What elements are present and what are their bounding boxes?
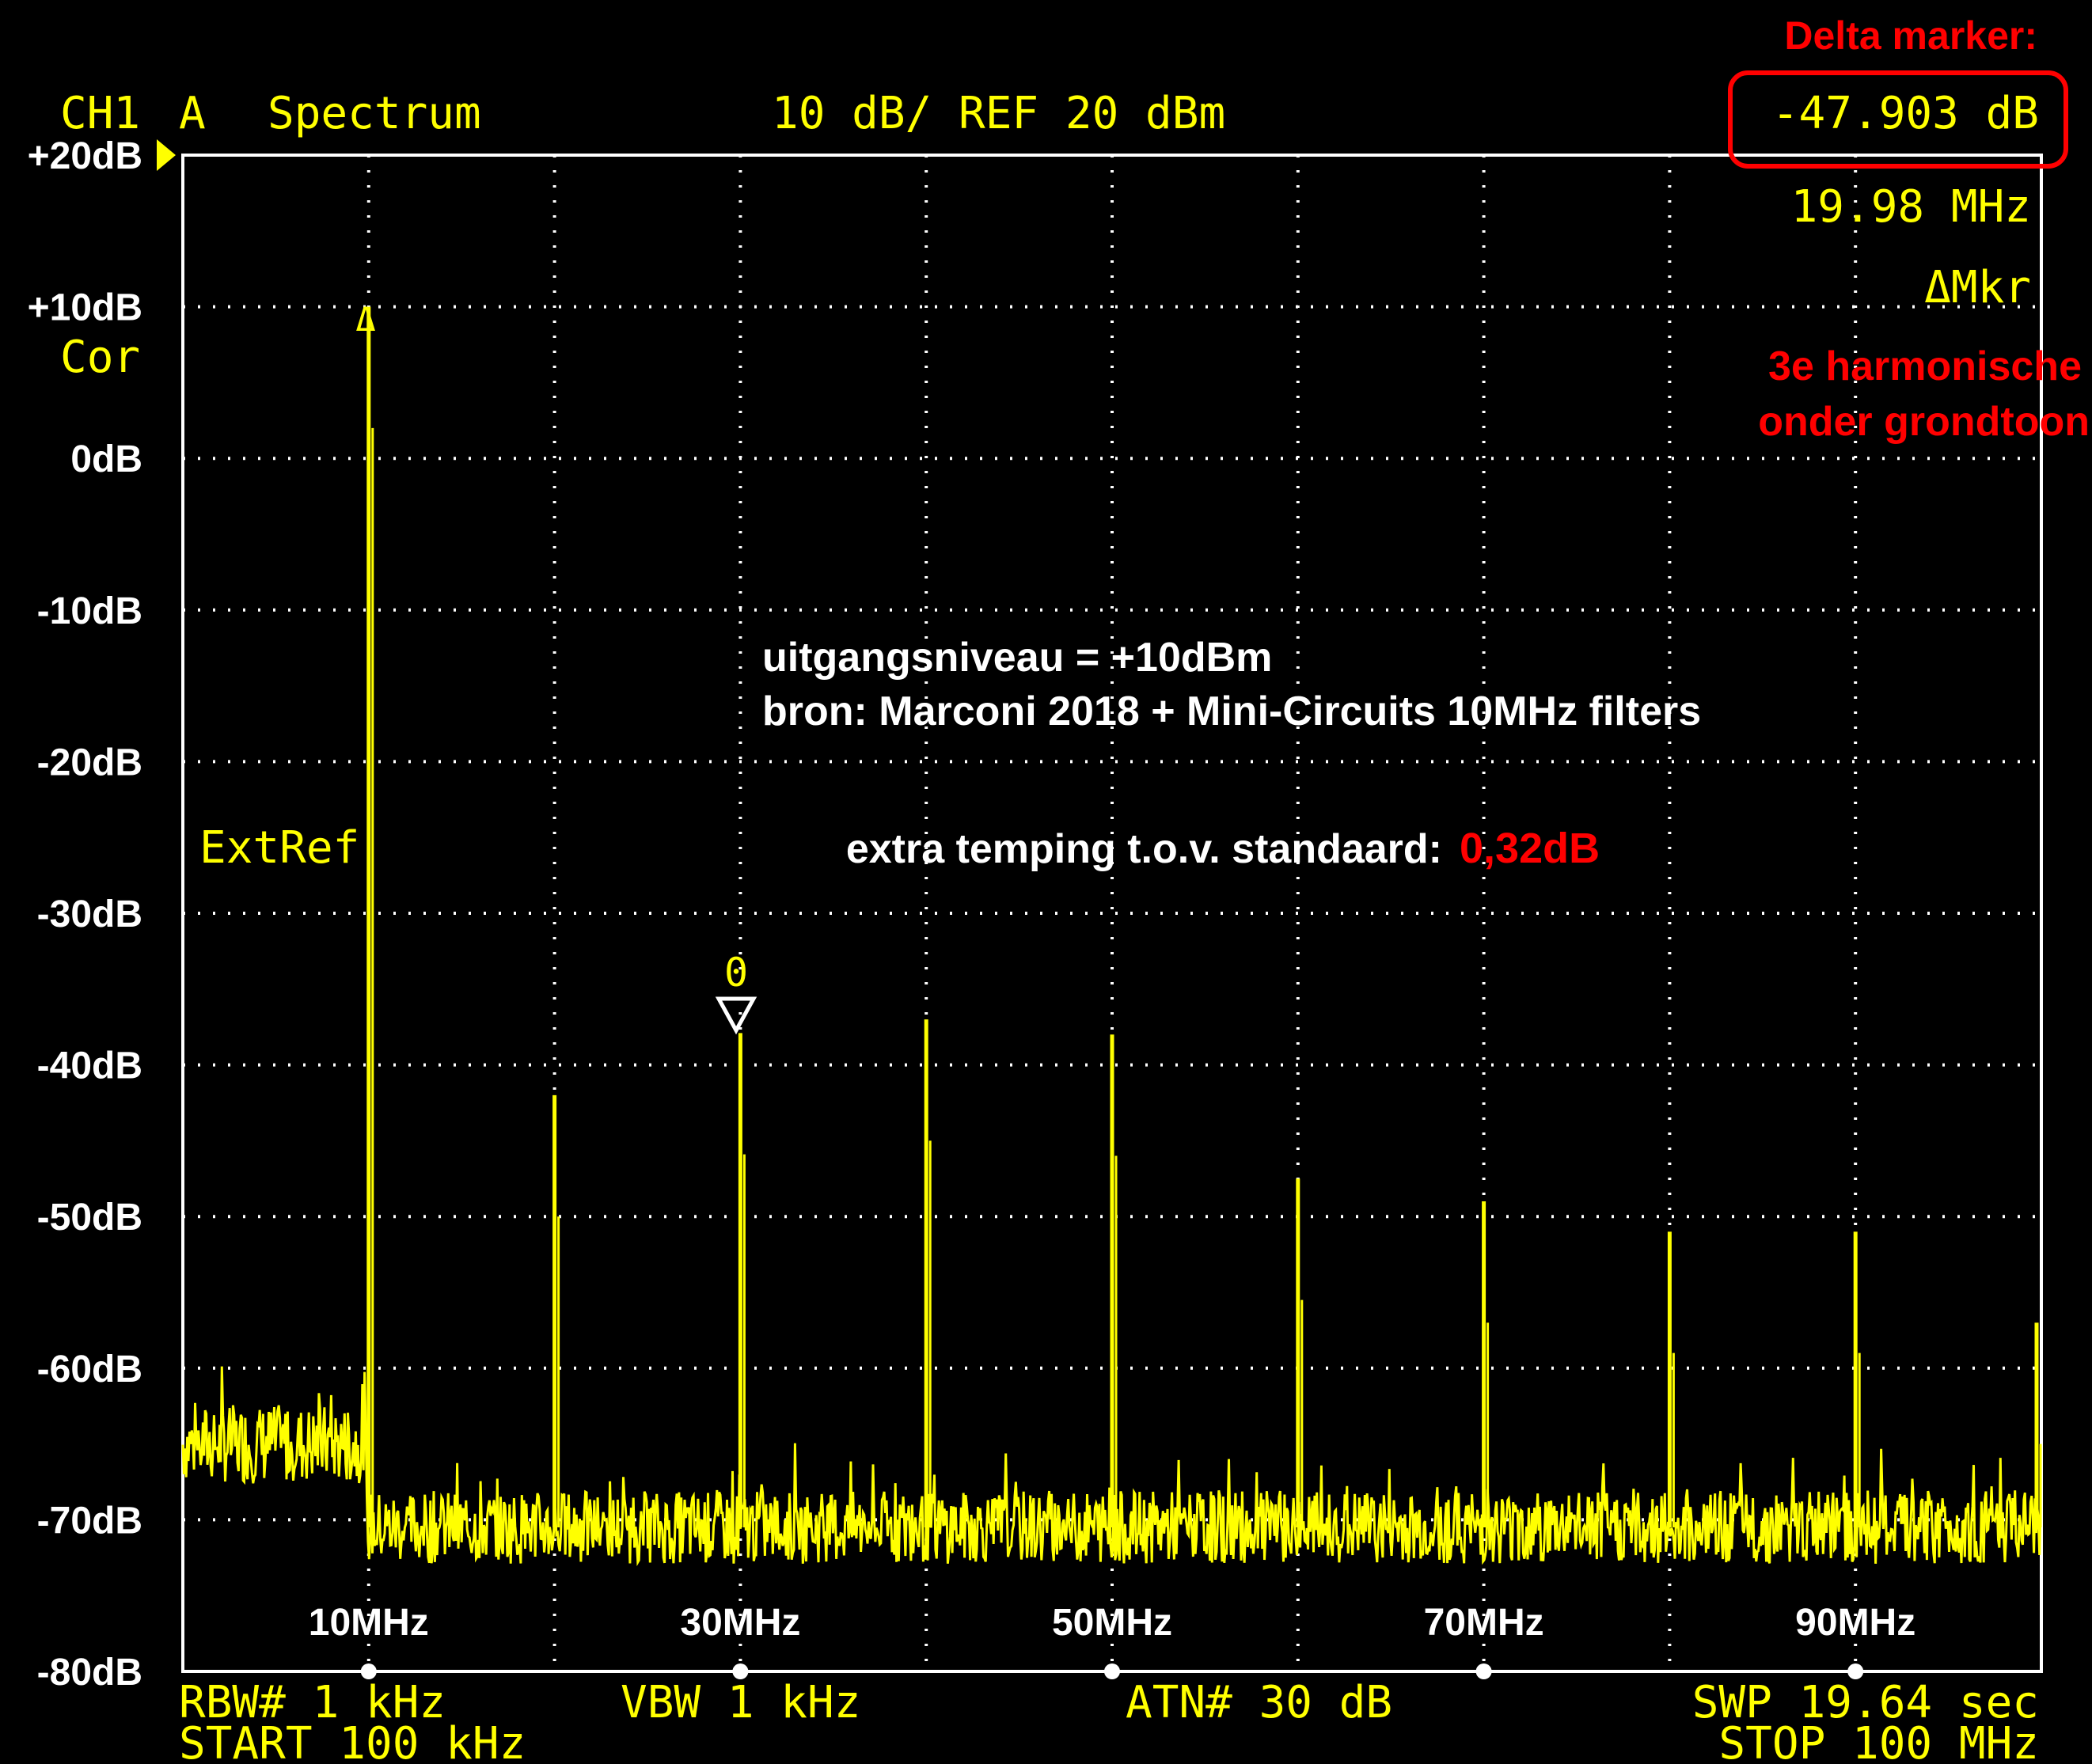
reference-marker-icon: Δ <box>355 300 375 339</box>
harmonic-note-line1: 3e harmonische <box>1768 343 2082 389</box>
stop-frequency: STOP 100 MHz <box>1718 1718 2039 1764</box>
source-note: bron: Marconi 2018 + Mini-Circuits 10MHz… <box>762 689 1701 734</box>
extref-label: ExtRef <box>199 822 359 874</box>
harmonic-note-line2: onder grondtoon <box>1758 399 2090 445</box>
scale-label: 10 dB/ REF 20 dBm <box>772 88 1225 139</box>
rbw-setting: RBW# 1 kHz <box>179 1677 446 1728</box>
cor-label: Cor <box>60 332 140 383</box>
y-tick-label: +20dB <box>28 135 142 177</box>
trace-label: A <box>179 88 206 139</box>
y-tick-label: -30dB <box>37 893 142 935</box>
x-tick-dot <box>1104 1663 1120 1679</box>
marker-number-label: 0 <box>724 950 748 996</box>
marker-0-triangle-icon <box>715 996 757 1035</box>
y-tick-label: -10dB <box>37 590 142 632</box>
y-tick-label: +10dB <box>28 287 142 329</box>
delta-marker-value: -47.903 dB <box>1772 88 2039 139</box>
y-axis-ticks: +20dB +10dB 0dB -10dB -20dB -30dB -40dB -50dB -6… <box>28 135 142 1694</box>
extra-attenuation-value: 0,32dB <box>1460 825 1600 872</box>
y-tick-label: -50dB <box>37 1197 142 1239</box>
x-tick-dot <box>360 1663 377 1679</box>
x-tick-label: 10MHz <box>309 1602 429 1644</box>
x-tick-label: 90MHz <box>1795 1602 1915 1644</box>
x-tick-label: 50MHz <box>1052 1602 1172 1644</box>
x-tick-label: 30MHz <box>680 1602 800 1644</box>
output-level-note: uitgangsniveau = +10dBm <box>762 635 1272 681</box>
delta-marker-frequency: 19.98 MHz <box>1791 181 2031 233</box>
y-tick-label: -70dB <box>37 1500 142 1542</box>
y-tick-label: -40dB <box>37 1045 142 1087</box>
attenuation-setting: ATN# 30 dB <box>1126 1677 1392 1728</box>
spectrum-trace <box>181 306 2042 1567</box>
y-tick-label: 0dB <box>70 438 142 480</box>
delta-marker-label: ΔMkr <box>1924 262 2031 313</box>
x-tick-dot <box>732 1663 749 1679</box>
ref-level-arrow-icon <box>157 139 176 171</box>
mode-label: Spectrum <box>268 88 481 139</box>
vbw-setting: VBW 1 kHz <box>621 1677 860 1728</box>
channel-label: CH1 <box>60 88 140 139</box>
x-tick-label: 70MHz <box>1424 1602 1544 1644</box>
x-axis-ticks: 10MHz 30MHz 50MHz 70MHz 90MHz <box>309 1602 1915 1679</box>
x-tick-dot <box>1847 1663 1864 1679</box>
x-tick-dot <box>1475 1663 1492 1679</box>
noise-floor-trace <box>181 1366 2042 1567</box>
delta-value-highlight <box>1728 70 2068 169</box>
delta-marker-title: Delta marker: <box>1784 13 2037 58</box>
y-tick-label: -20dB <box>37 742 142 783</box>
y-tick-label: -60dB <box>37 1349 142 1390</box>
start-frequency: START 100 kHz <box>179 1718 526 1764</box>
sweep-setting: SWP 19.64 sec <box>1692 1677 2039 1728</box>
extra-attenuation-label: extra temping t.o.v. standaard: <box>846 826 1442 872</box>
y-tick-label: -80dB <box>37 1652 142 1694</box>
